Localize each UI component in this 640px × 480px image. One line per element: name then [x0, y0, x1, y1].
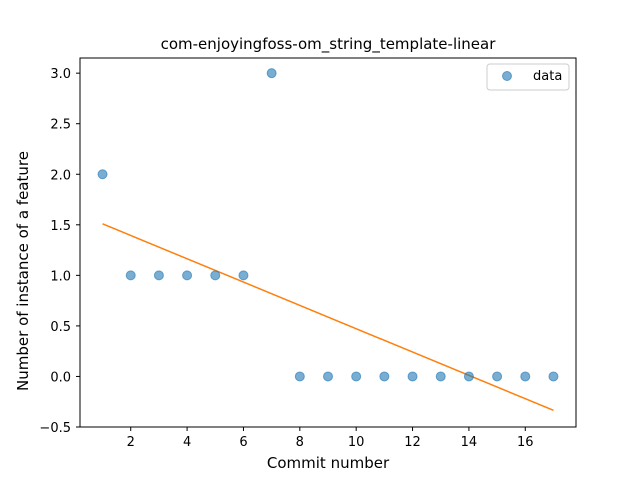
x-tick-label: 12 [404, 435, 421, 450]
axes-frame [79, 57, 577, 428]
data-point [153, 270, 164, 281]
data-point [379, 371, 390, 382]
y-tick-label: 0.5 [50, 320, 71, 335]
x-tick-label: 10 [348, 435, 365, 450]
y-tick-label: 2.5 [50, 118, 71, 133]
data-point [323, 371, 333, 382]
x-tick-label: 16 [517, 435, 534, 450]
y-tick-label: 1.0 [50, 269, 71, 284]
y-tick-label: 2.0 [50, 168, 71, 183]
x-tick-label: 8 [296, 435, 304, 450]
y-tick-label: −0.5 [39, 421, 71, 436]
legend-marker-data [502, 71, 512, 81]
data-point [238, 270, 249, 281]
y-tick-label: 1.5 [50, 219, 71, 234]
plot-area [79, 57, 577, 428]
data-point [210, 270, 221, 281]
legend-label-data: data [533, 69, 562, 84]
data-point [407, 371, 418, 382]
x-tick-label: 4 [183, 435, 191, 450]
y-axis: −0.5 0.0 0.5 1.0 1.5 2.0 2.5 3.0 [39, 67, 80, 436]
data-point [492, 371, 503, 382]
y-tick-label: 0.0 [50, 370, 71, 385]
chart-title: com-enjoyingfoss-om_string_template-line… [161, 35, 497, 54]
legend-box [486, 63, 570, 91]
fit-line [102, 223, 554, 412]
y-axis-label: Number of instance of a feature [14, 151, 32, 391]
x-tick-label: 6 [239, 435, 247, 450]
data-point [125, 270, 136, 281]
data-point [548, 371, 559, 382]
data-point [97, 169, 108, 180]
x-tick-label: 14 [461, 435, 478, 450]
x-axis-label: Commit number [267, 454, 390, 472]
x-tick-label: 2 [127, 435, 135, 450]
data-point [294, 371, 305, 382]
data-point [463, 371, 474, 382]
x-axis: 2 4 6 8 10 12 14 16 [127, 427, 534, 450]
data-point [351, 371, 362, 382]
data-point [520, 371, 531, 382]
data-point [182, 270, 193, 281]
y-tick-label: 3.0 [50, 67, 71, 82]
data-point [266, 68, 277, 79]
legend: data [486, 63, 570, 91]
data-point [435, 371, 446, 382]
